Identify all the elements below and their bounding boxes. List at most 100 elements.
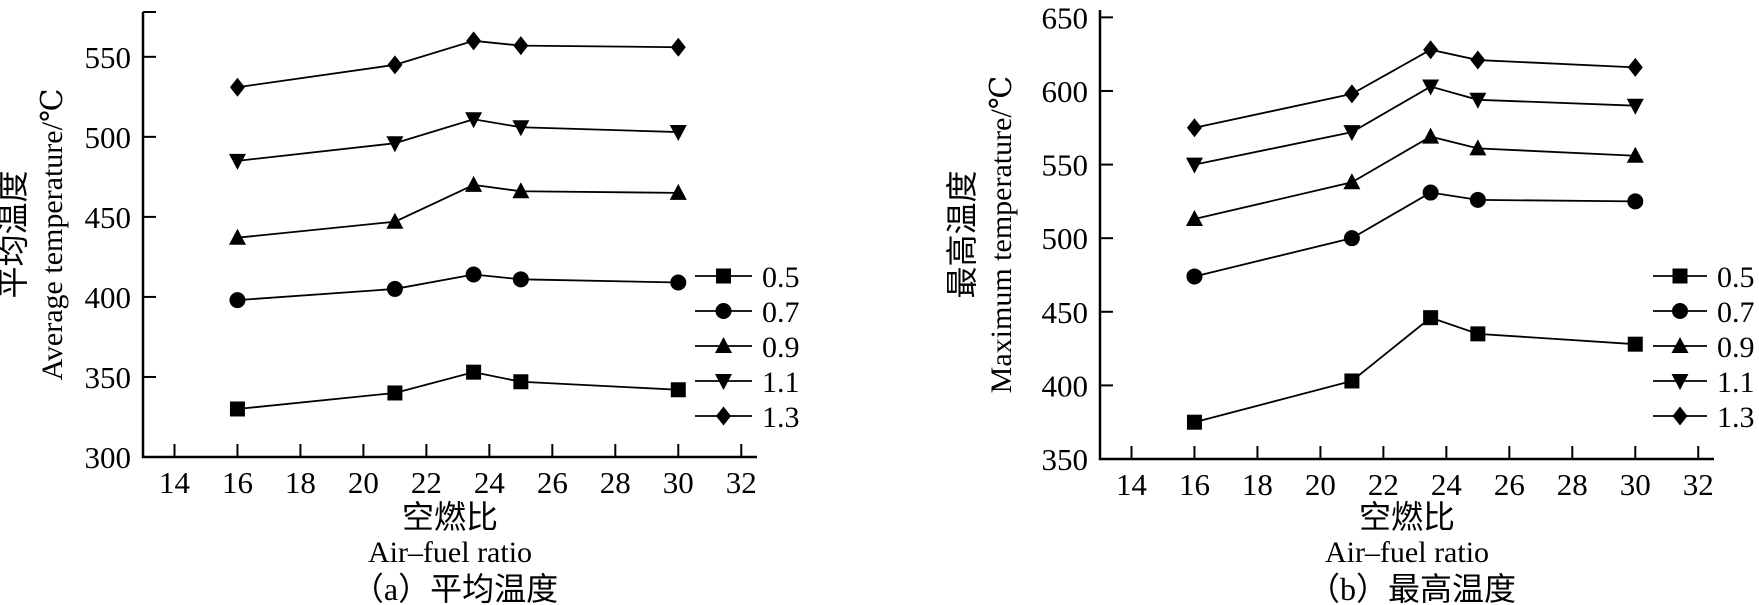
series-line-0.5 [237, 371, 679, 410]
data-point-1.1 [386, 136, 404, 153]
data-point-1.3 [1344, 84, 1360, 104]
x-tick-label: 32 [1683, 467, 1714, 502]
x-tick-label: 16 [222, 465, 253, 500]
subplot-caption: （a）平均温度 [352, 571, 558, 605]
series-line-0.5 [1194, 316, 1636, 424]
data-point-0.5 [1627, 336, 1643, 352]
x-tick-label: 24 [1431, 467, 1463, 502]
series-line-0.7 [237, 273, 679, 302]
y-tick-label: 350 [1042, 442, 1089, 477]
series-line-1.3 [1194, 48, 1636, 129]
data-point-1.1 [1469, 92, 1487, 109]
data-point-1.3 [1186, 118, 1202, 138]
data-point-0.5 [513, 374, 529, 390]
legend-item-1.1: 1.1 [1653, 366, 1755, 399]
data-point-1.1 [1422, 79, 1440, 96]
legend-label: 0.9 [1717, 331, 1755, 364]
x-tick-label: 26 [537, 465, 568, 500]
legend-label: 0.5 [762, 261, 800, 294]
data-point-0.7 [386, 280, 403, 297]
y-tick-label: 550 [85, 40, 132, 75]
data-point-0.5 [229, 401, 245, 417]
x-tick-label: 14 [1116, 467, 1148, 502]
series-line-1.3 [237, 39, 679, 89]
legend-item-0.7: 0.7 [695, 296, 800, 329]
y-axis-title-en: Maximum temperature/℃ [985, 76, 1018, 394]
data-point-0.9 [1422, 127, 1440, 144]
x-tick-label: 28 [600, 465, 631, 500]
data-point-0.5 [387, 385, 403, 401]
data-point-1.1 [512, 120, 530, 137]
data-point-1.1 [1185, 157, 1203, 174]
data-point-0.7 [1469, 191, 1486, 208]
legend-item-0.7: 0.7 [1653, 296, 1755, 329]
data-point-1.3 [466, 31, 482, 51]
data-point-0.7 [670, 274, 687, 291]
y-axis-title-cn: 最高温度 [944, 170, 980, 298]
y-tick-label: 350 [85, 360, 132, 395]
data-point-1.3 [387, 55, 403, 75]
y-tick-label: 300 [85, 440, 132, 475]
x-tick-label: 16 [1179, 467, 1210, 502]
x-tick-label: 20 [1305, 467, 1336, 502]
data-point-0.7 [229, 292, 246, 309]
legend-marker-triangle-up [1671, 337, 1689, 353]
legend-label: 1.3 [762, 401, 800, 434]
y-axis-title-cn: 平均温度 [0, 170, 31, 298]
data-point-0.9 [1626, 146, 1644, 163]
legend: 0.50.70.91.11.3 [1653, 261, 1755, 434]
y-axis-title-en: Average temperature/℃ [36, 88, 69, 380]
legend-marker-triangle-down [715, 374, 732, 390]
x-tick-label: 28 [1557, 467, 1588, 502]
legend-marker-diamond [1672, 406, 1688, 426]
series-line-0.7 [1194, 191, 1636, 278]
y-tick-label: 400 [85, 280, 132, 315]
data-point-0.5 [1344, 373, 1360, 389]
x-tick-label: 20 [348, 465, 379, 500]
data-point-0.7 [1343, 230, 1360, 247]
legend-label: 0.7 [762, 296, 800, 329]
chart-a: 300 350 400 450 500 550 14 16 18 20 22 24 26 28 30 32 0.… [0, 11, 800, 605]
legend-item-0.9: 0.9 [1653, 331, 1755, 364]
data-point-1.1 [669, 125, 687, 142]
data-point-1.1 [465, 112, 483, 129]
data-point-0.5 [1423, 310, 1439, 326]
data-point-1.3 [1470, 50, 1486, 70]
legend-marker-square [1672, 268, 1688, 284]
legend-label: 0.5 [1717, 261, 1755, 294]
data-point-0.7 [1422, 184, 1439, 201]
data-point-0.5 [670, 382, 686, 398]
legend-label: 1.1 [762, 366, 800, 399]
data-point-0.7 [1186, 268, 1203, 285]
data-point-1.1 [1626, 98, 1644, 115]
legend-item-1.3: 1.3 [695, 401, 800, 434]
x-tick-label: 18 [1242, 467, 1273, 502]
axis-b [1098, 10, 1714, 461]
x-tick-label: 30 [663, 465, 694, 500]
data-point-0.5 [1470, 326, 1486, 342]
series-line-0.9 [237, 183, 679, 239]
y-tick-label: 400 [1042, 368, 1089, 403]
legend-item-1.1: 1.1 [695, 366, 800, 399]
x-tick-label: 22 [411, 465, 442, 500]
x-tick-label: 32 [726, 465, 757, 500]
legend-label: 1.3 [1717, 401, 1755, 434]
legend-marker-triangle-up [715, 337, 732, 353]
data-point-1.3 [1423, 40, 1439, 60]
x-axis-title-cn: 空燃比 [402, 499, 498, 535]
data-point-0.5 [466, 364, 482, 380]
y-tick-label: 550 [1042, 148, 1089, 183]
legend-marker-circle [1672, 303, 1688, 319]
data-point-0.9 [1343, 173, 1361, 190]
subplot-caption: （b）最高温度 [1308, 571, 1516, 605]
data-point-1.3 [229, 77, 245, 97]
legend: 0.50.70.91.11.3 [695, 261, 800, 434]
x-axis-title-en: Air–fuel ratio [368, 536, 532, 569]
data-point-1.1 [228, 153, 246, 170]
data-point-0.7 [1627, 193, 1644, 210]
chart-b: 350 400 450 500 550 600 650 14 16 18 20 22 24 26 28 30 3… [944, 0, 1755, 605]
series-line-0.9 [1194, 135, 1636, 220]
legend-label: 0.7 [1717, 296, 1755, 329]
